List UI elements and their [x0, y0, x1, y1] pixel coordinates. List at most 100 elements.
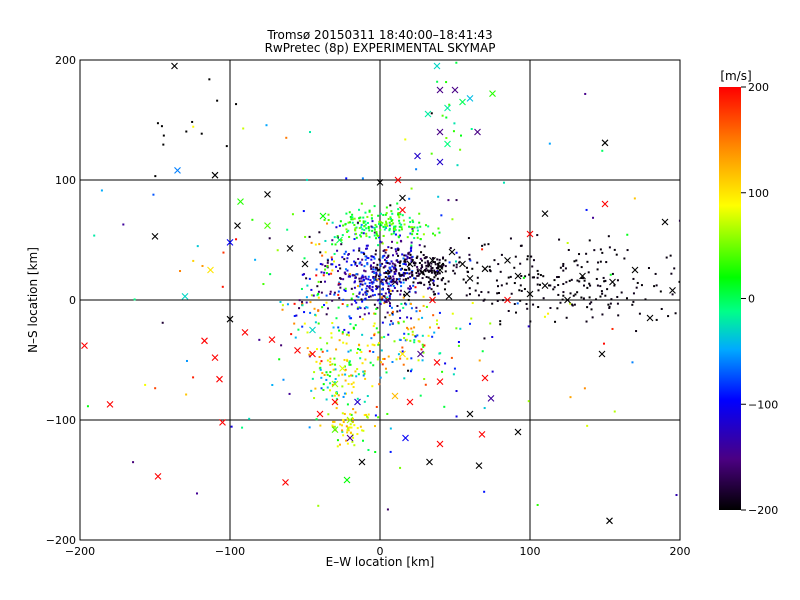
scatter-dot: [421, 277, 424, 280]
scatter-dot: [326, 386, 329, 389]
scatter-dot: [311, 377, 314, 380]
scatter-dot: [357, 373, 360, 376]
scatter-dot: [599, 248, 602, 251]
scatter-dot: [554, 320, 557, 323]
scatter-dot: [386, 296, 389, 299]
scatter-dot: [388, 294, 391, 297]
scatter-dot: [364, 275, 367, 278]
scatter-dot: [600, 290, 603, 293]
scatter-dot: [376, 263, 379, 266]
scatter-dot: [711, 434, 713, 436]
scatter-dot: [391, 262, 394, 265]
scatter-cross: [417, 350, 424, 358]
scatter-dot: [348, 363, 351, 366]
scatter-cross: [211, 354, 219, 361]
scatter-dot: [418, 261, 421, 264]
scatter-dot: [367, 225, 370, 228]
scatter-dot: [402, 363, 405, 366]
scatter-cross: [268, 336, 276, 343]
scatter-dot: [375, 307, 378, 310]
scatter-dot: [404, 272, 407, 275]
scatter-dot: [154, 175, 157, 178]
scatter-dot: [403, 293, 406, 296]
scatter-dot: [334, 243, 337, 246]
scatter-dot: [132, 461, 135, 464]
scatter-dot: [343, 328, 346, 331]
scatter-dot: [334, 378, 337, 381]
scatter-cross: [151, 233, 159, 240]
scatter-dot: [400, 226, 403, 229]
scatter-dot: [531, 276, 534, 279]
scatter-dot: [383, 357, 386, 360]
scatter-dot: [319, 424, 322, 427]
scatter-dot: [678, 219, 680, 222]
scatter-dot: [397, 236, 400, 239]
scatter-dot: [315, 360, 318, 363]
scatter-dot: [349, 215, 352, 218]
scatter-dot: [406, 255, 409, 258]
scatter-dot: [409, 247, 412, 250]
scatter-dot: [301, 325, 304, 328]
scatter-cross: [346, 416, 354, 424]
scatter-dot: [361, 177, 364, 180]
scatter-dot: [152, 193, 155, 196]
scatter-dot: [379, 300, 382, 303]
scatter-dot: [356, 264, 359, 267]
scatter-dot: [605, 261, 608, 264]
scatter-dot: [362, 374, 365, 377]
scatter-dot: [336, 249, 339, 252]
scatter-dot: [412, 281, 415, 284]
scatter-dot: [384, 292, 387, 295]
scatter-dot: [330, 332, 333, 335]
scatter-dot: [346, 429, 349, 432]
scatter-dot: [519, 284, 522, 287]
scatter-dot: [549, 306, 552, 309]
scatter-dot: [482, 299, 485, 302]
scatter-dot: [348, 315, 351, 318]
scatter-dot: [361, 283, 364, 286]
scatter-dot: [291, 213, 294, 216]
scatter-dot: [402, 257, 405, 260]
scatter-dot: [398, 273, 401, 276]
scatter-dot: [355, 236, 358, 239]
scatter-dot: [282, 378, 285, 381]
scatter-dot: [406, 272, 409, 275]
scatter-dot: [404, 138, 407, 141]
colorbar-tick-label: 100: [748, 187, 769, 200]
scatter-dot: [588, 282, 591, 285]
scatter-dot: [430, 269, 433, 272]
scatter-dot: [314, 321, 317, 324]
scatter-dot: [360, 223, 363, 226]
scatter-dot: [356, 433, 359, 436]
scatter-dot: [350, 264, 353, 267]
scatter-dot: [347, 382, 350, 385]
scatter-dot: [410, 368, 413, 371]
scatter-dot: [375, 288, 378, 291]
scatter-dot: [369, 295, 372, 298]
scatter-dot: [337, 290, 340, 293]
scatter-dot: [354, 280, 357, 283]
scatter-dot: [389, 302, 392, 305]
scatter-dot: [306, 178, 309, 181]
scatter-dot: [417, 274, 420, 277]
scatter-dot: [467, 237, 470, 240]
scatter-dot: [327, 219, 330, 222]
scatter-dot: [364, 220, 367, 223]
scatter-dot: [309, 311, 312, 314]
scatter-dot: [422, 233, 425, 236]
scatter-dot: [414, 286, 417, 289]
scatter-dot: [578, 280, 581, 283]
scatter-dot: [371, 270, 374, 273]
scatter-dot: [364, 223, 367, 226]
scatter-dot: [318, 243, 321, 246]
scatter-dot: [358, 249, 361, 252]
scatter-dot: [488, 269, 491, 272]
scatter-dot: [280, 344, 283, 347]
scatter-dot: [377, 416, 380, 419]
scatter-dot: [350, 218, 353, 221]
scatter-dot: [293, 302, 296, 305]
scatter-dot: [365, 306, 368, 309]
scatter-dot: [353, 286, 356, 289]
scatter-dot: [411, 219, 414, 222]
